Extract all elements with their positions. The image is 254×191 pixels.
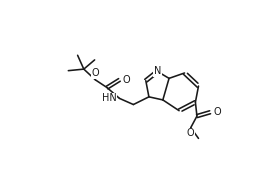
Text: O: O: [122, 75, 130, 85]
Text: O: O: [91, 68, 99, 78]
Text: N: N: [153, 66, 161, 76]
Text: O: O: [213, 107, 221, 117]
Text: O: O: [186, 128, 194, 138]
Text: HN: HN: [101, 93, 116, 103]
